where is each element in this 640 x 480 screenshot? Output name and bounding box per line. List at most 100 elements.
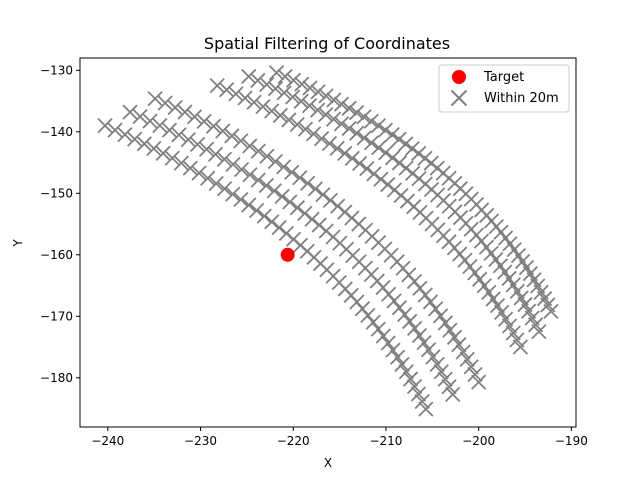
- within-20m-point: [310, 84, 326, 100]
- y-tick-label: −130: [40, 63, 73, 77]
- within-20m-point: [344, 150, 360, 167]
- within-20m-point: [326, 111, 342, 127]
- within-20m-point: [384, 127, 400, 143]
- within-20m-point: [208, 175, 224, 192]
- within-20m-point: [228, 86, 244, 102]
- legend-target-marker: [452, 70, 466, 84]
- within-20m-point: [459, 351, 475, 368]
- within-20m-point: [349, 125, 365, 141]
- within-20m-point: [512, 339, 529, 355]
- within-20m-point: [200, 170, 216, 186]
- within-20m-point: [216, 151, 233, 167]
- within-20m-point: [497, 311, 514, 327]
- within-20m-point: [122, 104, 138, 120]
- within-20m-point: [180, 131, 196, 148]
- within-20m-point: [348, 104, 365, 121]
- within-20m-point: [161, 122, 178, 138]
- within-20m-point: [132, 108, 148, 125]
- within-20m-point: [321, 135, 338, 152]
- within-20m-point: [411, 145, 427, 162]
- within-20m-point: [412, 280, 428, 296]
- x-tick-label: −230: [184, 434, 217, 448]
- within-20m-point: [488, 251, 504, 268]
- within-20m-point: [363, 113, 379, 129]
- within-20m-point: [341, 120, 357, 137]
- within-20m-point: [302, 80, 318, 96]
- legend: Target Within 20m: [438, 64, 570, 113]
- within-20m-point: [250, 172, 266, 188]
- within-20m-point: [322, 192, 339, 208]
- within-20m-point: [437, 371, 453, 387]
- within-20m-point: [420, 342, 437, 358]
- within-20m-point: [366, 166, 382, 182]
- y-tick-label: −150: [40, 186, 73, 200]
- within-20m-point: [380, 176, 396, 193]
- within-20m-point: [442, 322, 458, 338]
- within-20m-point: [301, 98, 318, 114]
- within-20m-point: [378, 145, 394, 161]
- within-20m-point: [267, 80, 284, 97]
- within-20m-point: [215, 123, 231, 139]
- within-20m-point: [271, 219, 287, 236]
- within-20m-point: [285, 89, 301, 105]
- within-20m-point: [437, 315, 453, 331]
- within-20m-point: [267, 153, 284, 170]
- within-20m-point: [329, 140, 345, 157]
- within-20m-point: [501, 318, 518, 334]
- within-20m-point: [300, 175, 316, 191]
- within-20m-point: [147, 90, 163, 107]
- within-20m-point: [304, 211, 320, 227]
- within-20m-point: [272, 107, 288, 124]
- within-20m-point: [171, 127, 187, 143]
- within-20m-point: [476, 278, 492, 294]
- within-20m-point: [462, 258, 478, 275]
- y-axis-ticks: −130 −140 −150 −160 −170 −180: [40, 63, 80, 385]
- within-20m-point: [277, 68, 293, 85]
- within-20m-point: [418, 401, 434, 417]
- within-20m-point: [225, 186, 241, 202]
- within-20m-point: [356, 109, 372, 125]
- within-20m-point: [493, 304, 510, 320]
- within-20m-point: [282, 194, 298, 210]
- within-20m-point: [264, 214, 280, 230]
- within-20m-point: [391, 155, 408, 171]
- within-20m-point: [416, 334, 432, 351]
- within-20m-point: [432, 308, 449, 324]
- within-20m-point: [237, 90, 253, 106]
- within-20m-point: [471, 271, 488, 287]
- within-20m-point: [173, 155, 190, 171]
- within-20m-point: [478, 239, 495, 255]
- within-20m-point: [531, 324, 547, 340]
- within-20m-point: [284, 164, 300, 180]
- within-20m-point: [310, 102, 326, 118]
- within-20m-point: [481, 284, 497, 300]
- within-20m-point: [97, 118, 113, 134]
- within-20m-point: [505, 325, 521, 341]
- within-20m-point: [246, 94, 262, 110]
- within-20m-point: [467, 265, 483, 281]
- within-20m-point: [218, 82, 235, 98]
- within-20m-point: [155, 145, 171, 161]
- x-axis-ticks: −240 −230 −220 −210 −200 −190: [91, 427, 588, 448]
- within-20m-point: [410, 386, 427, 402]
- within-20m-point: [489, 297, 506, 314]
- within-20m-point: [497, 264, 513, 280]
- within-20m-point: [370, 140, 387, 156]
- within-20m-point: [441, 379, 457, 395]
- within-20m-point: [177, 104, 193, 120]
- within-20m-point: [205, 118, 222, 134]
- within-20m-point: [377, 122, 394, 138]
- within-20m-point: [398, 136, 414, 152]
- within-20m-point: [268, 65, 285, 81]
- within-20m-point: [198, 141, 215, 157]
- within-20m-point: [297, 205, 313, 222]
- within-20m-point: [225, 156, 241, 173]
- within-20m-point: [333, 96, 350, 112]
- within-20m-point: [492, 258, 509, 274]
- within-20m-point: [445, 386, 461, 403]
- within-20m-point: [276, 159, 292, 175]
- legend-within-label: Within 20m: [484, 91, 559, 106]
- within-20m-point: [242, 167, 258, 183]
- plot-frame: [79, 57, 577, 428]
